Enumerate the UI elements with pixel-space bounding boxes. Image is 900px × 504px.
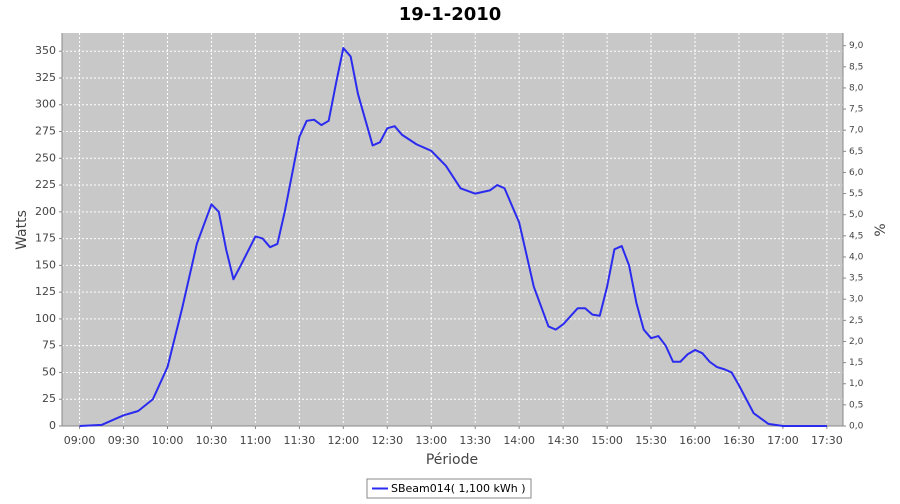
y2-tick-label: 8,5 xyxy=(849,62,863,72)
series-line xyxy=(79,46,827,427)
x-tick-label: 16:30 xyxy=(723,434,755,447)
x-tick-label: 10:00 xyxy=(152,434,184,447)
y-tick-label: 25 xyxy=(42,392,56,405)
x-tick-label: 17:00 xyxy=(767,434,799,447)
y2-tick-label: 9,0 xyxy=(849,41,864,51)
x-tick-label: 11:30 xyxy=(284,434,316,447)
y-tick-label: 50 xyxy=(42,365,56,378)
legend xyxy=(366,478,532,499)
y-tick-label: 175 xyxy=(35,232,56,245)
y2-tick-label: 4,0 xyxy=(849,252,864,262)
y-tick-label: 225 xyxy=(35,178,56,191)
y2-tick-label: 3,5 xyxy=(849,274,863,284)
y2-axis-label: % xyxy=(873,223,889,236)
y-tick-label: 350 xyxy=(35,44,56,57)
y2-tick-label: 3,0 xyxy=(849,295,864,305)
x-tick-label: 09:30 xyxy=(108,434,140,447)
y2-tick-label: 0,0 xyxy=(849,422,864,432)
y2-tick-label: 1,5 xyxy=(849,358,863,368)
y-tick-label: 250 xyxy=(35,151,56,164)
y2-tick-label: 6,5 xyxy=(849,147,863,157)
y-tick-label: 275 xyxy=(35,125,56,138)
y-tick-label: 0 xyxy=(49,419,56,432)
x-tick-label: 12:00 xyxy=(327,434,359,447)
x-tick-label: 15:00 xyxy=(591,434,623,447)
y2-tick-label: 1,0 xyxy=(849,379,864,389)
y-tick-label: 300 xyxy=(35,98,56,111)
y-tick-label: 150 xyxy=(35,258,56,271)
x-tick-label: 11:00 xyxy=(240,434,272,447)
y2-tick-label: 0,5 xyxy=(849,400,863,410)
x-tick-label: 10:30 xyxy=(196,434,228,447)
x-tick-label: 13:00 xyxy=(415,434,447,447)
y2-tick-label: 7,0 xyxy=(849,126,864,136)
x-tick-label: 09:00 xyxy=(64,434,96,447)
y2-tick-label: 2,5 xyxy=(849,316,863,326)
y-tick-label: 100 xyxy=(35,312,56,325)
y-axis-label: Watts xyxy=(14,210,30,250)
y-tick-label: 125 xyxy=(35,285,56,298)
plot-area xyxy=(62,33,843,426)
y2-tick-label: 4,5 xyxy=(849,231,863,241)
y-tick-label: 325 xyxy=(35,71,56,84)
y-tick-label: 200 xyxy=(35,205,56,218)
y2-tick-label: 8,0 xyxy=(849,83,864,93)
x-tick-label: 14:30 xyxy=(547,434,579,447)
x-tick-label: 15:30 xyxy=(635,434,667,447)
chart-title: 19-1-2010 xyxy=(399,4,502,25)
y2-tick-label: 5,5 xyxy=(849,189,863,199)
legend-label: SBeam014( 1,100 kWh ) xyxy=(391,482,526,495)
y2-tick-label: 2,0 xyxy=(849,337,864,347)
y-tick-label: 75 xyxy=(42,339,56,352)
x-tick-label: 16:00 xyxy=(679,434,711,447)
y2-tick-label: 6,0 xyxy=(849,168,864,178)
x-axis-label: Période xyxy=(426,452,478,468)
y2-tick-label: 5,0 xyxy=(849,210,864,220)
x-tick-label: 17:30 xyxy=(811,434,843,447)
x-tick-label: 14:00 xyxy=(503,434,535,447)
x-tick-label: 12:30 xyxy=(371,434,403,447)
x-tick-label: 13:30 xyxy=(459,434,491,447)
y2-tick-label: 7,5 xyxy=(849,105,863,115)
